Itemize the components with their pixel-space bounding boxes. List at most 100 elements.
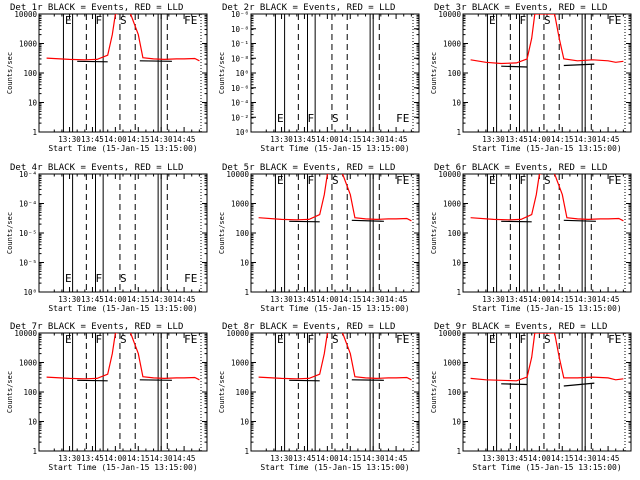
- y-tick-label: 10: [240, 418, 250, 427]
- x-tick-label: 14:30: [362, 295, 385, 304]
- lld-rate-line: [46, 333, 200, 381]
- x-tick-label: 14:30: [574, 135, 597, 144]
- event-marker: S: [332, 174, 339, 187]
- x-tick-label: 14:00: [528, 135, 551, 144]
- event-marker: FE: [184, 14, 197, 27]
- panel-title: Det 4r BLACK = Events, RED = LLD: [10, 163, 183, 173]
- x-tick-label: 14:30: [362, 454, 385, 463]
- y-axis-label: Counts/sec: [218, 371, 226, 413]
- event-marker: E: [277, 174, 284, 187]
- panel-6: Det 6r BLACK = Events, RED = LLD 1 10 100 10…: [430, 163, 632, 313]
- x-tick-label: 14:45: [173, 135, 196, 144]
- x-tick-label: 14:45: [597, 295, 620, 304]
- x-tick-label: 13:30: [58, 295, 81, 304]
- y-tick-label: 10⁻²: [231, 113, 249, 122]
- y-tick-label: 1000: [231, 200, 250, 209]
- x-axis-label: Start Time (15-Jan-15 13:15:00): [48, 304, 197, 313]
- event-marker: F: [520, 14, 527, 27]
- y-tick-label: 10000: [226, 329, 249, 338]
- event-marker: S: [544, 333, 551, 346]
- panel-title: Det 1r BLACK = Events, RED = LLD: [10, 3, 183, 13]
- x-axis-label: Start Time (15-Jan-15 13:15:00): [472, 463, 621, 472]
- y-tick-label: 1000: [443, 359, 462, 368]
- x-axis-label: Start Time (15-Jan-15 13:15:00): [260, 463, 409, 472]
- plot-frame: [38, 13, 208, 133]
- y-tick-label: 100: [447, 229, 461, 238]
- event-rate-line: [139, 379, 172, 381]
- lld-rate-line: [46, 14, 200, 62]
- x-tick-label: 14:00: [104, 454, 127, 463]
- x-tick-label: 14:15: [339, 295, 362, 304]
- lld-rate-line: [258, 333, 412, 381]
- event-rate-line: [501, 383, 528, 386]
- x-axis-label: Start Time (15-Jan-15 13:15:00): [48, 144, 197, 153]
- event-marker: S: [120, 333, 127, 346]
- y-tick-label: 10⁻⁶: [231, 10, 249, 19]
- y-tick-label: 10⁻⁴: [231, 99, 249, 108]
- panel-7: Det 7r BLACK = Events, RED = LLD 1 10 100 10…: [6, 322, 208, 472]
- y-tick-label: 1000: [231, 359, 250, 368]
- event-marker: FE: [184, 333, 197, 346]
- x-tick-label: 14:15: [551, 295, 574, 304]
- y-tick-label: 10000: [438, 329, 461, 338]
- panel-title: Det 9r BLACK = Events, RED = LLD: [434, 322, 607, 332]
- y-tick-label: 100: [447, 69, 461, 78]
- lld-rate-line: [470, 14, 624, 65]
- x-tick-label: 14:45: [385, 454, 408, 463]
- x-tick-label: 13:45: [293, 454, 316, 463]
- y-tick-label: 100: [23, 69, 37, 78]
- event-marker: E: [65, 333, 72, 346]
- plot-frame: [462, 332, 632, 452]
- event-marker: FE: [608, 174, 621, 187]
- x-tick-label: 13:30: [270, 295, 293, 304]
- y-tick-label: 10⁻⁵: [19, 229, 37, 238]
- x-tick-label: 14:00: [316, 295, 339, 304]
- y-tick-label: 10⁻⁴: [19, 170, 37, 179]
- event-marker: F: [96, 14, 103, 27]
- panel-8: Det 8r BLACK = Events, RED = LLD 1 10 100 10…: [218, 322, 420, 472]
- y-tick-label: 10000: [438, 10, 461, 19]
- event-marker: E: [489, 333, 496, 346]
- y-tick-label: 10⁻⁸: [231, 25, 249, 34]
- panel-title: Det 5r BLACK = Events, RED = LLD: [222, 163, 395, 173]
- x-tick-label: 13:30: [270, 454, 293, 463]
- event-marker: F: [96, 272, 103, 285]
- x-tick-label: 13:30: [482, 135, 505, 144]
- event-rate-line: [563, 382, 595, 387]
- x-tick-label: 14:15: [127, 454, 150, 463]
- x-tick-label: 14:00: [316, 454, 339, 463]
- panel-title: Det 3r BLACK = Events, RED = LLD: [434, 3, 607, 13]
- y-axis-label: Counts/sec: [6, 52, 14, 94]
- y-tick-label: 10: [28, 418, 38, 427]
- y-tick-label: 1000: [443, 40, 462, 49]
- y-tick-label: 100: [235, 229, 249, 238]
- panel-title: Det 6r BLACK = Events, RED = LLD: [434, 163, 607, 173]
- x-tick-label: 14:00: [104, 295, 127, 304]
- event-marker: FE: [608, 333, 621, 346]
- y-axis-label: Counts/sec: [430, 371, 438, 413]
- event-rate-line: [501, 220, 532, 223]
- x-axis-label: Start Time (15-Jan-15 13:15:00): [472, 304, 621, 313]
- y-tick-label: 1000: [443, 200, 462, 209]
- event-marker: F: [308, 333, 315, 346]
- y-tick-label: 10000: [14, 329, 37, 338]
- y-tick-label: 1000: [19, 359, 38, 368]
- y-tick-label: 1: [456, 288, 461, 297]
- event-marker: F: [308, 112, 315, 125]
- x-tick-label: 14:15: [127, 135, 150, 144]
- event-marker: E: [489, 14, 496, 27]
- y-axis-label: Counts/sec: [430, 212, 438, 254]
- event-marker: S: [544, 174, 551, 187]
- x-tick-label: 14:30: [574, 454, 597, 463]
- y-tick-label: 10⁻⁸: [231, 54, 249, 63]
- y-axis-label: Counts/sec: [6, 371, 14, 413]
- event-rate-line: [289, 379, 320, 382]
- x-tick-label: 14:30: [574, 295, 597, 304]
- event-rate-line: [139, 60, 172, 62]
- x-axis-label: Start Time (15-Jan-15 13:15:00): [472, 144, 621, 153]
- x-tick-label: 13:30: [482, 454, 505, 463]
- event-marker: S: [332, 112, 339, 125]
- panel-title: Det 8r BLACK = Events, RED = LLD: [222, 322, 395, 332]
- event-rate-line: [351, 219, 384, 222]
